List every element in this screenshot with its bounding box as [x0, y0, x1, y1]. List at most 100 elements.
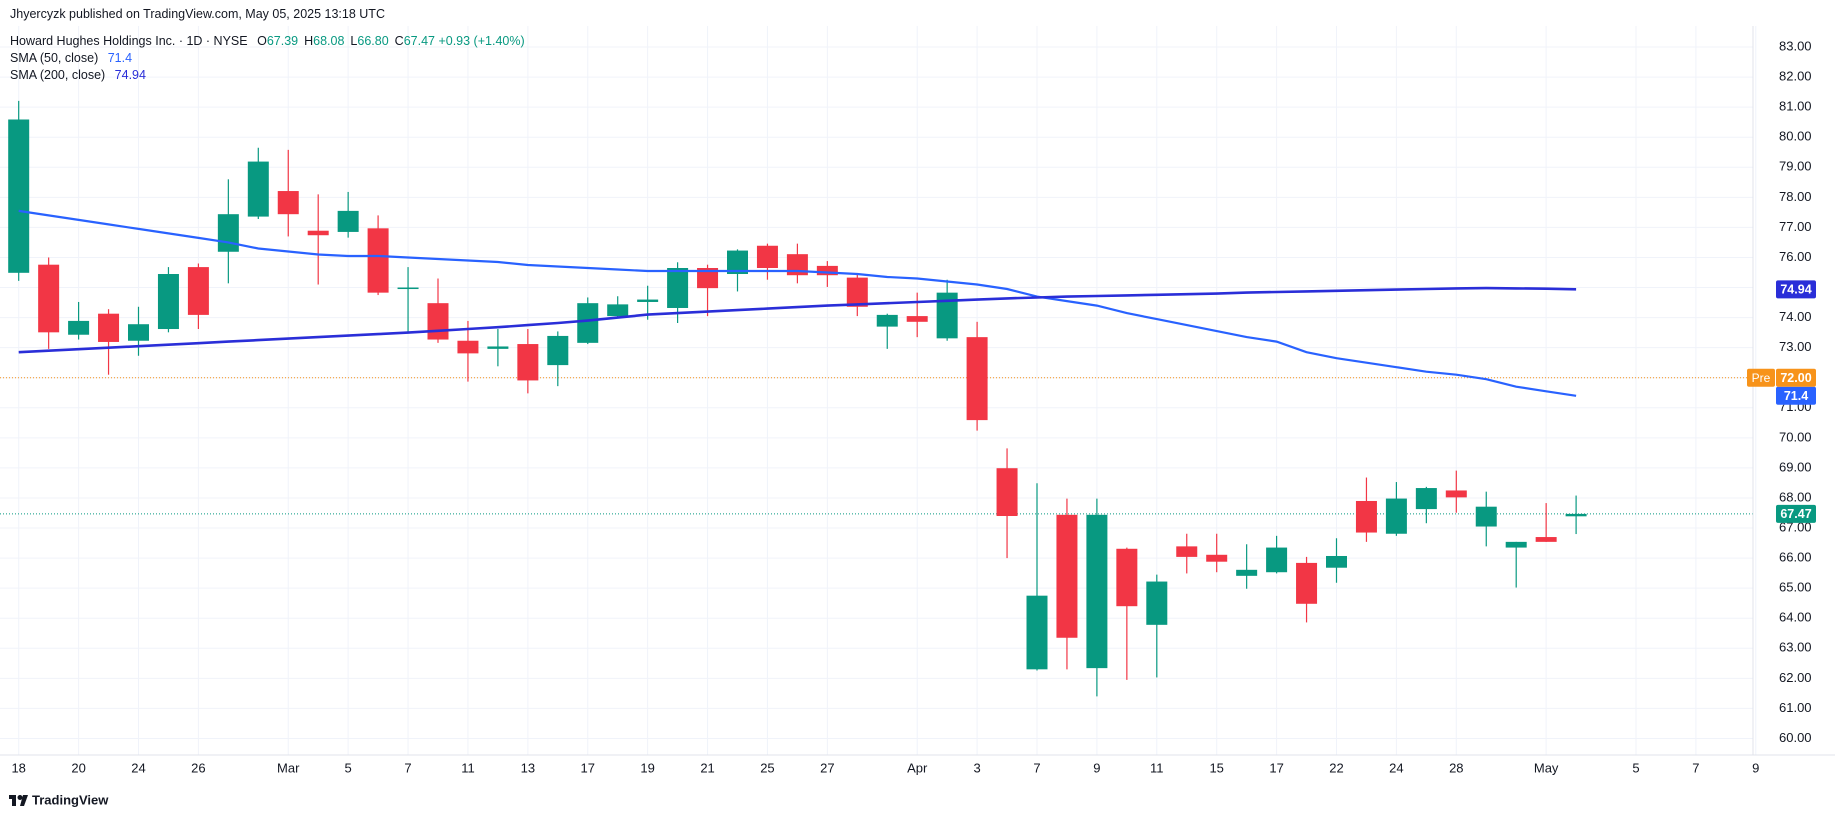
ohlc-key: H — [304, 34, 314, 48]
x-tick-label: 5 — [345, 760, 352, 775]
candle-body — [68, 320, 90, 335]
legend-sma50: SMA (50, close) 71.4 — [10, 51, 132, 65]
price-badge — [1776, 368, 1816, 387]
candle-body — [547, 335, 569, 366]
candle-body — [337, 210, 359, 232]
y-tick-label: 77.00 — [1779, 219, 1812, 234]
ohlc-key: C — [394, 34, 404, 48]
y-tick-label: 63.00 — [1779, 640, 1812, 655]
candle-body — [397, 287, 419, 290]
x-tick-label: 5 — [1632, 760, 1639, 775]
legend-main: Howard Hughes Holdings Inc. · 1D · NYSE … — [10, 34, 525, 48]
sma-name: SMA (200, close) — [10, 68, 106, 82]
x-tick-label: 24 — [1389, 760, 1403, 775]
candle-body — [667, 267, 689, 308]
sma-line — [18, 286, 1577, 354]
x-tick-label: Mar — [277, 760, 300, 775]
price-badge — [1776, 504, 1816, 523]
price-badge — [1776, 386, 1816, 405]
price-badge-label: 74.94 — [1780, 283, 1811, 297]
x-tick-label: 22 — [1329, 760, 1343, 775]
candle-body — [247, 161, 269, 217]
candle-body — [157, 274, 179, 330]
candle-body — [1266, 547, 1288, 573]
x-tick-label: May — [1534, 760, 1559, 775]
candle-body — [427, 303, 449, 340]
y-tick-label: 74.00 — [1779, 309, 1812, 324]
candle-body — [487, 346, 509, 349]
y-tick-label: 68.00 — [1779, 489, 1812, 504]
ohlc-value: 67.47 — [403, 34, 435, 48]
x-tick-label: 7 — [404, 760, 411, 775]
candle-body — [637, 299, 659, 302]
y-tick-label: 79.00 — [1779, 159, 1812, 174]
ohlc: O67.39 H68.08 L66.80 C67.47 — [251, 34, 435, 48]
x-tick-label: 28 — [1449, 760, 1463, 775]
candle-body — [367, 228, 389, 293]
y-tick-label: 73.00 — [1779, 339, 1812, 354]
candle-body — [1086, 514, 1108, 669]
y-tick-label: 70.00 — [1779, 429, 1812, 444]
y-tick-label: 80.00 — [1779, 129, 1812, 144]
x-tick-label: 9 — [1093, 760, 1100, 775]
x-tick-label: 18 — [11, 760, 25, 775]
candle-body — [1206, 554, 1228, 562]
y-tick-label: 65.00 — [1779, 580, 1812, 595]
x-tick-label: 9 — [1752, 760, 1759, 775]
candle-body — [697, 267, 719, 289]
candle-body — [1296, 562, 1318, 604]
y-tick-label: 69.00 — [1779, 459, 1812, 474]
y-tick-label: 78.00 — [1779, 189, 1812, 204]
y-tick-label: 66.00 — [1779, 550, 1812, 565]
ohlc-value: 67.39 — [266, 34, 299, 48]
candle-body — [307, 230, 329, 236]
candle-body — [1415, 488, 1437, 510]
candle-body — [517, 344, 539, 381]
candle-body — [277, 191, 299, 215]
candle-body — [727, 250, 748, 275]
x-tick-label: 13 — [521, 760, 535, 775]
candle-body — [8, 119, 30, 273]
candle-body — [1026, 595, 1048, 670]
y-tick-label: 82.00 — [1779, 69, 1812, 84]
x-tick-label: 25 — [760, 760, 774, 775]
candle-body — [187, 267, 209, 315]
axes: 60.00 61.00 62.00 63.00 64.00 65.00 66.00 67.00… — [11, 38, 1811, 775]
y-tick-label: 60.00 — [1779, 730, 1812, 745]
price-badge-label: 71.4 — [1784, 389, 1808, 403]
candle-body — [1146, 581, 1168, 625]
ohlc-value: 66.80 — [357, 34, 389, 48]
candle-body — [1355, 500, 1377, 533]
candle-body — [1056, 514, 1078, 638]
grid — [0, 26, 1757, 755]
price-badge — [1776, 280, 1816, 299]
ohlc-key: O — [257, 34, 267, 48]
x-tick-label: 7 — [1692, 760, 1699, 775]
candle-body — [1385, 498, 1407, 534]
ohlc-key: L — [350, 34, 358, 48]
ohlc-value: 68.08 — [313, 34, 345, 48]
candle-body — [996, 468, 1018, 517]
x-tick-label: 3 — [973, 760, 980, 775]
candle-body — [38, 264, 60, 333]
x-tick-label: 26 — [191, 760, 205, 775]
candle-body — [577, 303, 599, 343]
footer-logo — [9, 795, 28, 806]
x-tick-label: 27 — [820, 760, 834, 775]
candle-body — [1326, 555, 1347, 568]
price-badge-label: 67.47 — [1780, 507, 1811, 521]
y-tick-label: 81.00 — [1779, 99, 1812, 114]
x-tick-label: 21 — [700, 760, 714, 775]
candle-body — [936, 292, 958, 339]
candle-body — [846, 277, 868, 307]
plot — [0, 100, 1753, 697]
candle-body — [1176, 546, 1198, 557]
symbol: Howard Hughes Holdings Inc. · 1D · NYSE — [10, 34, 248, 48]
y-tick-label: 67.00 — [1779, 519, 1812, 534]
x-tick-label: 7 — [1033, 760, 1040, 775]
y-tick-label: 62.00 — [1779, 670, 1812, 685]
sma-line — [18, 209, 1577, 397]
sma-value: 71.4 — [107, 51, 133, 65]
footer-brand: TradingView — [32, 792, 109, 807]
